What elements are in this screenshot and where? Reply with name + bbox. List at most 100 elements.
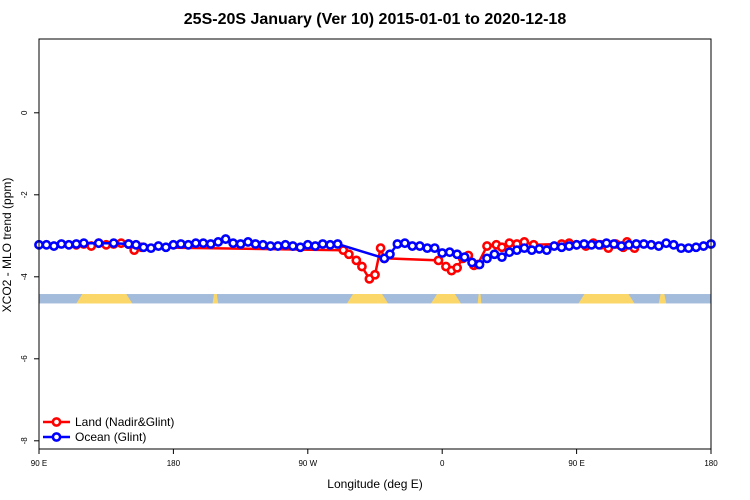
ocean-data-point <box>399 238 410 249</box>
ocean-data-point <box>564 241 575 251</box>
ocean-data-point <box>668 239 679 250</box>
land-mask-region <box>347 294 389 304</box>
ocean-data-point <box>609 239 619 249</box>
y-axis-label: XCO2 - MLO trend (ppm) <box>0 178 14 313</box>
x-tick-label: 180 <box>704 459 718 468</box>
ocean-data-point <box>646 239 657 250</box>
ocean-data-point <box>661 238 672 249</box>
ocean-data-point <box>497 252 507 263</box>
x-tick-label: 90 E <box>568 459 584 468</box>
ocean-data-point <box>452 249 463 260</box>
ocean-data-point <box>676 243 687 253</box>
legend-marker <box>51 432 62 442</box>
ocean-data-point <box>332 239 343 249</box>
ocean-series <box>34 234 716 270</box>
ocean-data-point <box>594 239 604 250</box>
land-data-point <box>452 262 463 273</box>
ocean-data-point <box>526 245 537 256</box>
ocean-data-point <box>153 241 164 251</box>
ocean-data-point <box>325 239 336 250</box>
ocean-data-point <box>205 239 216 249</box>
y-tick-label: -6 <box>20 355 29 363</box>
ocean-data-point <box>93 238 104 249</box>
x-tick-label: 180 <box>167 459 181 468</box>
ocean-data-point <box>698 241 709 251</box>
ocean-data-point <box>258 239 268 250</box>
ocean-data-point <box>504 247 515 258</box>
land-mask-region <box>212 294 219 304</box>
x-tick-label: 0 <box>440 459 445 468</box>
land-data-point <box>343 249 354 260</box>
ocean-data-point <box>287 241 298 251</box>
ocean-data-point <box>63 239 74 250</box>
legend-item-ocean: Ocean (Glint) <box>43 430 146 444</box>
ocean-data-point <box>168 239 179 250</box>
ocean-data-point <box>467 257 477 268</box>
land-data-point <box>370 269 380 280</box>
ocean-data-point <box>235 239 246 249</box>
y-tick-label: -8 <box>20 437 29 445</box>
ocean-data-point <box>571 239 582 250</box>
ocean-data-point <box>549 241 560 251</box>
land-data-point <box>497 242 507 253</box>
ocean-data-point <box>280 239 291 250</box>
ocean-data-point <box>437 248 448 258</box>
ocean-data-point <box>489 249 500 260</box>
ocean-data-point <box>385 249 395 260</box>
ocean-data-point <box>56 239 67 249</box>
ocean-data-point <box>429 243 440 253</box>
ocean-data-point <box>198 238 209 249</box>
legend-item-land: Land (Nadir&Glint) <box>43 415 174 429</box>
ocean-data-point <box>273 241 283 251</box>
ocean-data-point <box>243 237 253 247</box>
plot-frame <box>38 38 712 450</box>
ocean-data-point <box>631 239 642 249</box>
ocean-data-point <box>123 239 134 249</box>
ocean-data-point <box>474 259 485 270</box>
ocean-data-point <box>601 238 612 249</box>
ocean-data-point <box>295 242 306 253</box>
ocean-data-point <box>653 241 664 251</box>
land-mask-region <box>76 294 133 304</box>
x-tick-label: 90 E <box>31 459 47 468</box>
ocean-data-point <box>579 239 589 249</box>
series-layer <box>34 234 716 284</box>
ocean-data-point <box>265 241 276 251</box>
ocean-data-point <box>616 241 627 251</box>
legend-label: Land (Nadir&Glint) <box>75 415 174 429</box>
ocean-data-point <box>317 239 328 249</box>
ocean-data-point <box>459 252 470 263</box>
x-axis-label: Longitude (deg E) <box>327 477 422 491</box>
ocean-data-point <box>302 239 313 250</box>
ocean-data-point <box>638 239 649 249</box>
ocean-data-point <box>161 242 171 253</box>
land-ocean-mask <box>39 294 711 304</box>
chart-title: 25S-20S January (Ver 10) 2015-01-01 to 2… <box>184 11 567 28</box>
ocean-data-point <box>444 247 455 258</box>
land-data-point <box>433 255 444 266</box>
ocean-data-point <box>482 253 492 264</box>
ocean-data-point <box>407 241 418 251</box>
y-tick-label: 0 <box>20 110 29 115</box>
ocean-data-point <box>250 239 261 249</box>
ocean-data-point <box>213 237 224 247</box>
ocean-data-point <box>71 239 82 249</box>
ocean-data-point <box>190 238 201 249</box>
legend-label: Ocean (Glint) <box>75 430 146 444</box>
legend: Land (Nadir&Glint)Ocean (Glint) <box>43 415 174 444</box>
ocean-data-point <box>511 245 522 256</box>
ocean-data-point <box>422 243 433 253</box>
land-mask-region <box>431 294 461 304</box>
ocean-data-point <box>146 243 156 253</box>
ocean-data-point <box>541 245 552 256</box>
land-data-point <box>351 255 362 266</box>
y-axis: 0 -2 -4 -6 -8 <box>20 110 39 444</box>
x-axis: 90 E 180 90 W 0 90 E 180 <box>31 449 718 468</box>
ocean-data-point <box>586 239 597 250</box>
legend-marker <box>51 417 62 427</box>
land-data-point <box>357 261 367 272</box>
land-data-point <box>482 241 492 251</box>
y-tick-label: -4 <box>20 273 29 281</box>
ocean-data-point <box>183 239 194 250</box>
